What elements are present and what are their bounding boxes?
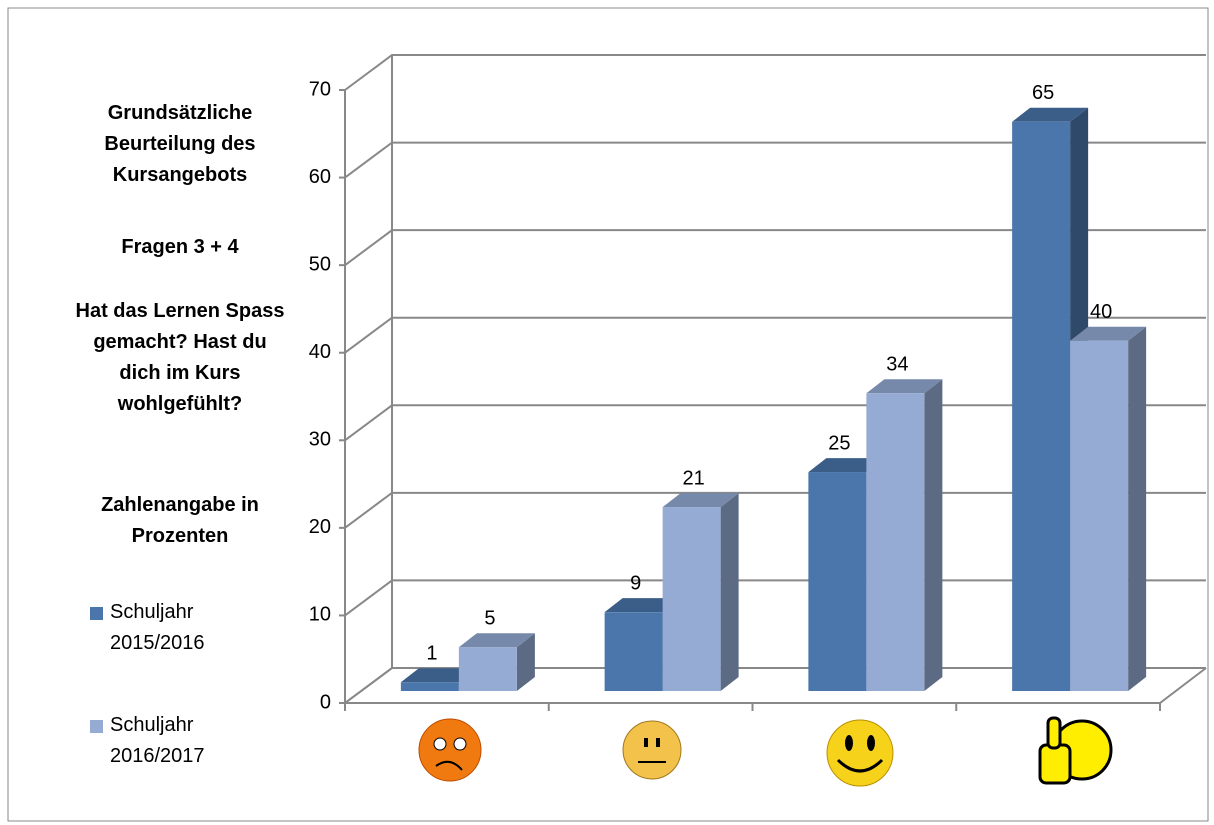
legend-swatch [90, 607, 103, 620]
legend-item: Schuljahr 2016/2017 [90, 710, 252, 772]
plot: 0 10 20 30 40 50 60 70 1 9 25 65 5 21 34 40 [309, 54, 1207, 713]
annotation: Hat das Lernen Spass gemacht? Hast du di… [75, 300, 285, 415]
grid-line [344, 229, 1206, 266]
bar-side [1128, 326, 1147, 691]
value-label: 5 [484, 607, 495, 629]
frame [7, 7, 1209, 822]
bar [866, 393, 925, 691]
bar-top [458, 633, 535, 648]
y-tick-label: 30 [309, 429, 331, 451]
icon-angry [418, 718, 482, 782]
bar-side [720, 493, 739, 691]
y-tick-label: 0 [320, 691, 331, 713]
bar-top [1012, 107, 1089, 122]
value-label: 1 [426, 643, 437, 665]
y-tick-label: 40 [309, 341, 331, 363]
value-label: 25 [828, 432, 850, 454]
bar [400, 682, 459, 691]
legend-item: Schuljahr 2015/2016 [90, 597, 252, 659]
annotation: Zahlenangabe in Prozenten [101, 494, 259, 547]
y-tick-label: 50 [309, 253, 331, 275]
icon-happy [826, 719, 894, 787]
bar-top [1070, 326, 1147, 341]
bar [808, 472, 867, 691]
y-tick-label: 70 [309, 78, 331, 100]
bar [458, 647, 517, 691]
subtitle: Fragen 3 + 4 [121, 236, 239, 258]
bar-top [866, 379, 943, 394]
bar [604, 612, 663, 691]
bar [662, 507, 721, 691]
value-label: 21 [683, 467, 705, 489]
bar-side [924, 379, 943, 691]
bar [1070, 340, 1129, 691]
axis-wall [344, 55, 393, 704]
y-tick-label: 60 [309, 166, 331, 188]
legend-swatch [90, 720, 103, 733]
bar-side [516, 633, 535, 691]
bar-top [808, 458, 885, 473]
grid-line [344, 54, 1206, 91]
bar [1012, 121, 1071, 692]
value-label: 65 [1032, 82, 1054, 104]
icons [418, 716, 1113, 787]
y-tick-label: 10 [309, 604, 331, 626]
bar-top [662, 493, 739, 508]
grid-line [344, 316, 1206, 354]
bar-top [400, 668, 477, 683]
value-label: 9 [630, 572, 641, 594]
grid-line [344, 141, 1206, 179]
value-label: 40 [1090, 301, 1112, 323]
y-tick-label: 20 [309, 516, 331, 538]
legend-label: Schuljahr 2016/2017 [110, 714, 205, 767]
bar-top [604, 598, 681, 613]
value-label: 34 [886, 354, 908, 376]
legend-label: Schuljahr 2015/2016 [110, 601, 205, 654]
icon-neutral [622, 720, 682, 780]
title: Grundsätzliche Beurteilung des Kursangeb… [104, 102, 256, 186]
